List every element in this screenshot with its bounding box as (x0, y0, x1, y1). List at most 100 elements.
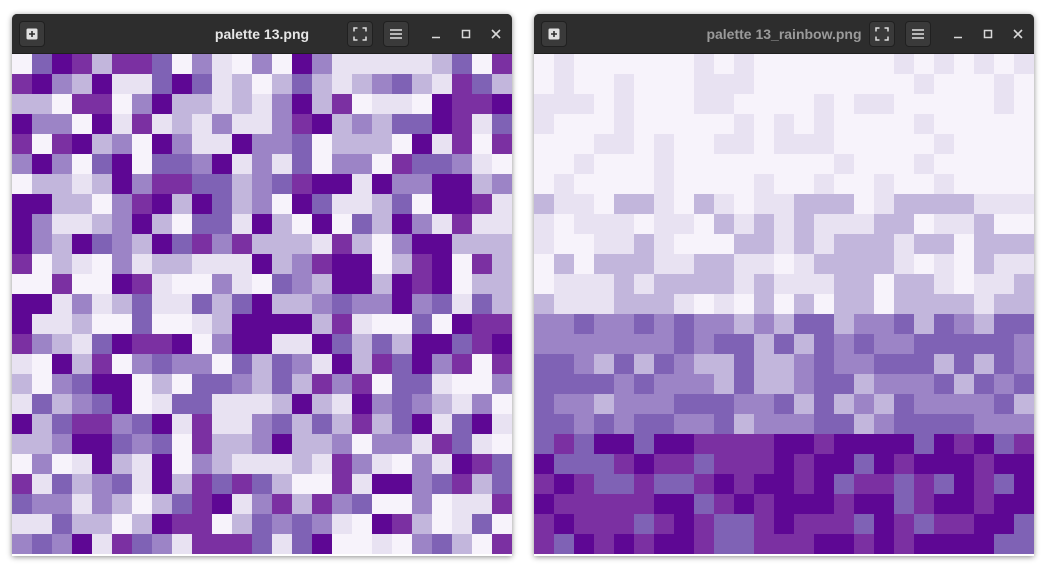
menu-button[interactable] (905, 21, 931, 47)
pixel (734, 314, 755, 335)
pixel (272, 114, 293, 135)
image-window-right[interactable]: palette 13_rainbow.png (534, 14, 1034, 556)
maximize-button[interactable] (975, 21, 1001, 47)
pixel (894, 194, 915, 215)
new-tab-button[interactable] (541, 21, 567, 47)
pixel (392, 274, 413, 295)
pixel (172, 194, 193, 215)
pixel (774, 534, 795, 554)
pixel (132, 394, 153, 415)
pixel (814, 94, 835, 115)
maximize-button[interactable] (453, 21, 479, 47)
pixel (132, 414, 153, 435)
image-window-left[interactable]: palette 13.png (12, 14, 512, 556)
pixel (954, 374, 975, 395)
pixel (452, 134, 473, 155)
fullscreen-button[interactable] (869, 21, 895, 47)
pixel (894, 214, 915, 235)
pixel (574, 294, 595, 315)
image-viewport[interactable] (12, 54, 512, 556)
pixel (252, 294, 273, 315)
pixel (814, 234, 835, 255)
pixel (954, 294, 975, 315)
pixel (994, 474, 1015, 495)
pixel (412, 134, 433, 155)
pixel (332, 474, 353, 495)
pixel (72, 214, 93, 235)
close-button[interactable] (1005, 21, 1031, 47)
hamburger-menu-icon (390, 29, 402, 39)
pixel (914, 394, 935, 415)
menu-button[interactable] (383, 21, 409, 47)
pixel (352, 334, 373, 355)
pixel (994, 234, 1015, 255)
pixel (634, 254, 655, 275)
pixel (412, 174, 433, 195)
pixel (934, 514, 955, 535)
pixel (292, 294, 313, 315)
pixel (352, 434, 373, 455)
pixel (452, 114, 473, 135)
minimize-button[interactable] (945, 21, 971, 47)
pixel (432, 494, 453, 515)
pixel (634, 154, 655, 175)
pixel (52, 214, 73, 235)
title-bar[interactable]: palette 13_rainbow.png (534, 14, 1034, 54)
pixel (854, 474, 875, 495)
pixel (554, 274, 575, 295)
pixel (212, 174, 233, 195)
pixel (654, 434, 675, 455)
pixel (92, 74, 113, 95)
pixel (112, 234, 133, 255)
pixel (112, 114, 133, 135)
image-viewport[interactable] (534, 54, 1034, 556)
title-bar[interactable]: palette 13.png (12, 14, 512, 54)
pixel (212, 74, 233, 95)
pixel (392, 74, 413, 95)
pixel (614, 194, 635, 215)
pixel (614, 254, 635, 275)
pixel (312, 274, 333, 295)
pixel (654, 374, 675, 395)
pixel (12, 74, 33, 95)
pixel (392, 114, 413, 135)
new-tab-button[interactable] (19, 21, 45, 47)
pixel (12, 154, 33, 175)
pixel (534, 334, 555, 355)
fullscreen-button[interactable] (347, 21, 373, 47)
pixel (574, 514, 595, 535)
pixel (312, 234, 333, 255)
pixel (432, 234, 453, 255)
pixel (252, 194, 273, 215)
pixel (994, 354, 1015, 375)
pixel (212, 354, 233, 375)
pixel (694, 194, 715, 215)
pixel (472, 94, 493, 115)
pixel (492, 354, 512, 375)
pixel (452, 334, 473, 355)
pixel (432, 274, 453, 295)
pixel (252, 134, 273, 155)
pixel (492, 414, 512, 435)
pixel (714, 114, 735, 135)
close-button[interactable] (483, 21, 509, 47)
pixel (232, 234, 253, 255)
pixel (534, 154, 555, 175)
pixel (954, 114, 975, 135)
pixel (292, 234, 313, 255)
pixel (994, 74, 1015, 95)
pixel (614, 274, 635, 295)
minimize-button[interactable] (423, 21, 449, 47)
pixel (774, 474, 795, 495)
pixel (794, 354, 815, 375)
pixel (634, 274, 655, 295)
pixel (52, 54, 73, 75)
pixel (12, 454, 33, 475)
pixel (854, 194, 875, 215)
pixel (994, 294, 1015, 315)
pixel (1014, 114, 1034, 135)
pixel (914, 214, 935, 235)
pixel (352, 94, 373, 115)
pixel (212, 234, 233, 255)
pixel (232, 134, 253, 155)
